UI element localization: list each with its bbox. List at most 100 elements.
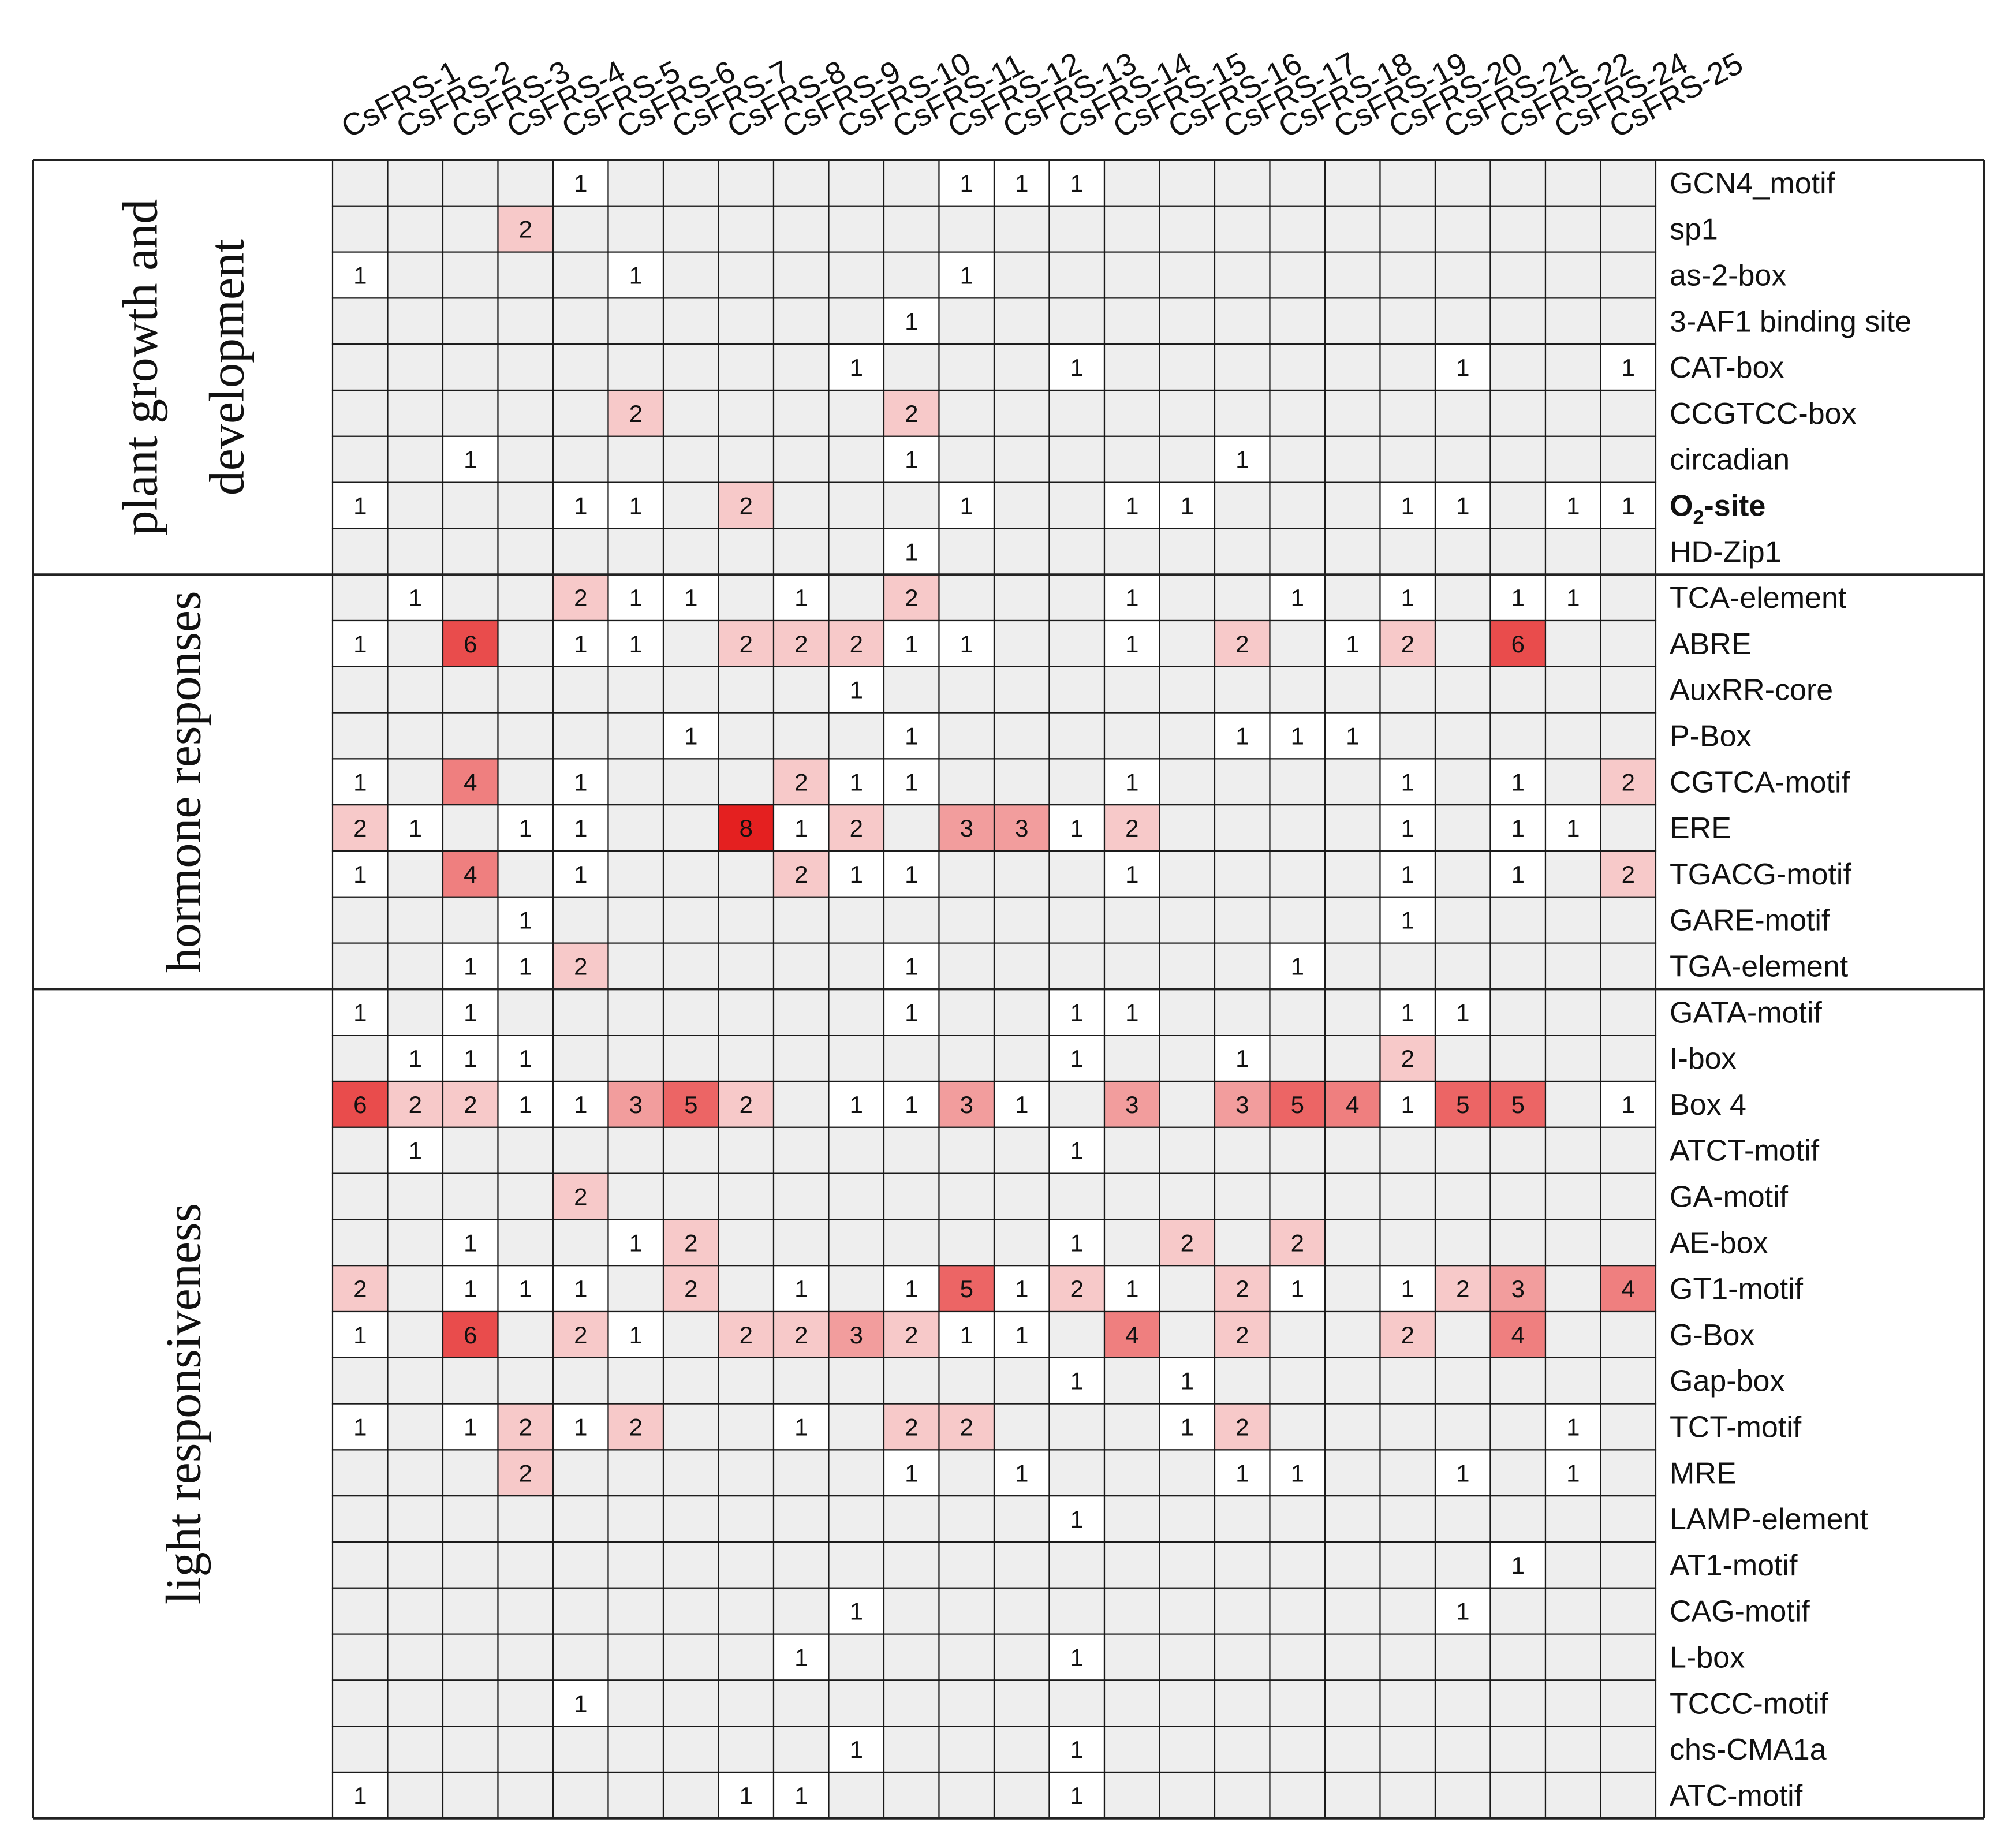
heatmap-cell	[1600, 1035, 1657, 1082]
cell-value: 1	[409, 1045, 422, 1072]
heatmap-cell	[1544, 251, 1601, 299]
heatmap-cell	[828, 1035, 885, 1082]
heatmap-cell	[1048, 896, 1106, 944]
cell-value: 1	[905, 308, 918, 335]
heatmap-cell	[1048, 666, 1106, 714]
cell-value: 1	[353, 1414, 367, 1441]
heatmap-cell	[1269, 804, 1326, 852]
heatmap-cell	[828, 389, 885, 437]
heatmap-cell	[883, 942, 940, 990]
heatmap-cell	[387, 1403, 444, 1451]
heatmap-cell	[1103, 205, 1160, 253]
heatmap-cell	[938, 1219, 995, 1267]
heatmap-cell	[1379, 297, 1436, 345]
heatmap-cell	[993, 942, 1050, 990]
heatmap-cell	[1048, 1265, 1106, 1313]
heatmap-cell	[718, 712, 775, 760]
heatmap-cell	[1048, 1172, 1106, 1220]
heatmap-cell	[938, 1771, 995, 1819]
row-label: TCCC-motif	[1670, 1687, 1828, 1720]
heatmap-cell	[938, 528, 995, 576]
heatmap-cell	[1434, 1310, 1491, 1358]
row-label: Box 4	[1670, 1088, 1746, 1122]
heatmap-cell	[1324, 1403, 1381, 1451]
heatmap-cell	[993, 1679, 1050, 1727]
heatmap-cell	[387, 1633, 444, 1681]
cell-value: 5	[1291, 1091, 1304, 1118]
cell-value: 2	[629, 400, 643, 427]
heatmap-cell	[938, 1265, 995, 1313]
heatmap-cell	[1214, 1172, 1271, 1220]
heatmap-cell	[552, 251, 609, 299]
row-label: O2-site	[1670, 490, 1765, 529]
heatmap-cell	[1379, 988, 1436, 1036]
heatmap-cell	[1434, 850, 1491, 898]
heatmap-cell	[993, 1219, 1050, 1267]
heatmap-cell	[1434, 896, 1491, 944]
heatmap-cell	[772, 297, 830, 345]
heatmap-cell	[1379, 942, 1436, 990]
cell-value: 1	[1511, 1552, 1525, 1579]
cell-value: 3	[1511, 1275, 1525, 1302]
heatmap-cell	[497, 297, 554, 345]
heatmap-cell	[1048, 435, 1106, 483]
heatmap-cell	[772, 1495, 830, 1543]
heatmap-cell	[607, 528, 664, 576]
heatmap-cell	[883, 1357, 940, 1405]
heatmap-cell	[662, 1126, 719, 1174]
heatmap-cell	[828, 1172, 885, 1220]
heatmap-cell	[883, 481, 940, 529]
heatmap-cell	[772, 1126, 830, 1174]
heatmap-cell	[1048, 528, 1106, 576]
cell-value: 1	[1125, 584, 1138, 611]
heatmap-cell	[497, 389, 554, 437]
row-label: AT1-motif	[1670, 1549, 1798, 1582]
heatmap-cell	[718, 574, 775, 622]
heatmap-cell	[442, 251, 499, 299]
heatmap-cell	[1379, 1495, 1436, 1543]
heatmap-cell	[883, 1265, 940, 1313]
cell-value: 1	[684, 584, 697, 611]
heatmap-cell	[883, 1126, 940, 1174]
heatmap-cell	[1048, 1633, 1106, 1681]
cell-value: 2	[794, 1321, 808, 1349]
heatmap-cell	[1489, 1679, 1547, 1727]
heatmap-cell	[497, 1679, 554, 1727]
cell-value: 1	[1015, 1459, 1028, 1487]
cell-value: 1	[1015, 170, 1028, 197]
heatmap-cell	[387, 205, 444, 253]
heatmap-cell	[1159, 1633, 1216, 1681]
heatmap-cell	[1324, 712, 1381, 760]
cell-value: 2	[574, 1183, 587, 1211]
cell-value: 1	[464, 446, 477, 473]
row-label: CAT-box	[1670, 351, 1784, 384]
heatmap-cell	[938, 758, 995, 806]
heatmap-cell	[1434, 1633, 1491, 1681]
heatmap-cell	[442, 1035, 499, 1082]
heatmap-cell	[1379, 1449, 1436, 1497]
heatmap-cell	[497, 942, 554, 990]
cell-value: 1	[1015, 1321, 1028, 1349]
heatmap-cell	[497, 1126, 554, 1174]
heatmap-cell	[1214, 1035, 1271, 1082]
heatmap-cell	[1379, 1541, 1436, 1589]
heatmap-cell	[552, 1035, 609, 1082]
heatmap-cell	[442, 1587, 499, 1635]
heatmap-cell	[1103, 1219, 1160, 1267]
heatmap-cell	[1214, 666, 1271, 714]
heatmap-cell	[1544, 619, 1601, 667]
row-label: L-box	[1670, 1641, 1745, 1675]
heatmap-cell	[387, 1771, 444, 1819]
heatmap-cell	[662, 1172, 719, 1220]
heatmap-cell	[1048, 251, 1106, 299]
heatmap-cell	[497, 804, 554, 852]
cell-value: 1	[629, 1321, 643, 1349]
heatmap-cell	[497, 159, 554, 207]
cell-value: 1	[1070, 170, 1084, 197]
cell-value: 2	[905, 400, 918, 427]
row-label: HD-Zip1	[1670, 535, 1782, 569]
heatmap-cell	[1048, 1035, 1106, 1082]
heatmap-cell	[828, 574, 885, 622]
cell-value: 2	[740, 1321, 753, 1349]
heatmap-cell	[442, 205, 499, 253]
